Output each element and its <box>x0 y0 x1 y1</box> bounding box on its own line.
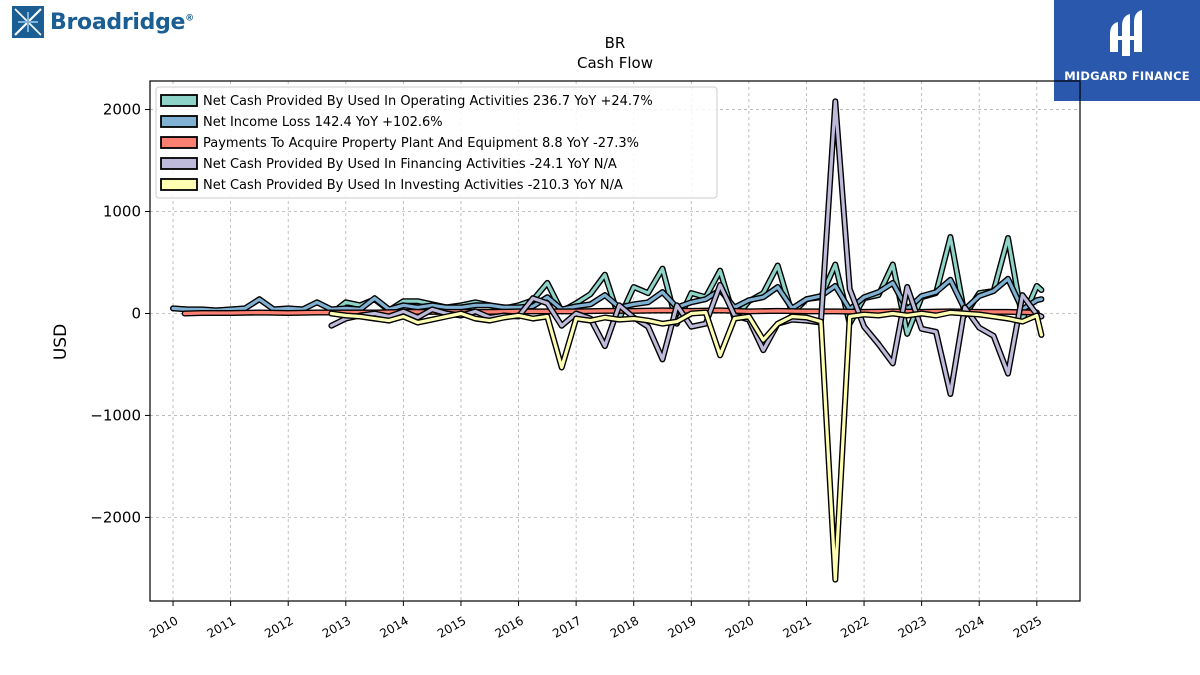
broadridge-logo: Broadridge® <box>12 6 194 38</box>
y-axis-label: USD <box>51 324 71 360</box>
y-tick-label: 2000 <box>103 101 141 119</box>
x-tick-label: 2011 <box>205 613 238 640</box>
series-stroke <box>329 310 1044 582</box>
midgard-finance-logo-text: MIDGARD FINANCE <box>1064 69 1190 83</box>
x-tick-label: 2015 <box>435 613 468 640</box>
legend-swatch <box>160 136 198 149</box>
legend-entry: Net Cash Provided By Used In Operating A… <box>203 94 653 109</box>
y-tick-label: 1000 <box>103 203 141 221</box>
chart-subtitle: Cash Flow <box>577 54 653 72</box>
x-tick-label: 2018 <box>608 613 641 640</box>
x-tick-label: 2010 <box>147 613 180 640</box>
legend-swatch <box>160 157 198 170</box>
broadridge-logo-icon <box>12 6 44 38</box>
x-tick-label: 2019 <box>665 613 698 640</box>
x-tick-label: 2020 <box>723 613 756 640</box>
y-tick-label: −2000 <box>90 508 141 526</box>
legend-box <box>155 86 718 199</box>
series-lines <box>170 98 1045 583</box>
x-tick-label: 2013 <box>320 613 353 640</box>
broadridge-logo-text: Broadridge® <box>50 9 194 35</box>
legend-swatch <box>160 115 198 128</box>
series-outline <box>328 309 1045 583</box>
chart-title: BR <box>605 34 626 52</box>
y-tick-label: −1000 <box>90 406 141 424</box>
x-tick-label: 2021 <box>781 613 814 640</box>
midgard-finance-logo: MIDGARD FINANCE <box>1054 0 1200 101</box>
legend-entry: Net Cash Provided By Used In Financing A… <box>203 157 617 172</box>
x-tick-label: 2012 <box>262 613 295 640</box>
legend-swatch <box>160 178 198 191</box>
legend-entry: Net Income Loss 142.4 YoY +102.6% <box>203 115 443 130</box>
legend: Net Cash Provided By Used In Operating A… <box>155 86 718 199</box>
x-tick-label: 2017 <box>550 613 583 640</box>
plot-frame <box>149 80 1081 602</box>
series-line-4 <box>328 309 1045 583</box>
legend-swatch <box>160 94 198 107</box>
y-tick-label: 0 <box>131 304 141 322</box>
x-tick-label: 2023 <box>896 613 929 640</box>
x-tick-label: 2024 <box>953 613 986 640</box>
x-tick-label: 2016 <box>493 613 526 640</box>
x-tick-label: 2025 <box>1011 613 1044 640</box>
x-tick-label: 2014 <box>377 613 410 640</box>
midgard-finance-logo-icon <box>1110 10 1142 56</box>
legend-entry: Net Cash Provided By Used In Investing A… <box>203 178 623 193</box>
legend-entry: Payments To Acquire Property Plant And E… <box>203 136 639 151</box>
x-tick-label: 2022 <box>838 613 871 640</box>
